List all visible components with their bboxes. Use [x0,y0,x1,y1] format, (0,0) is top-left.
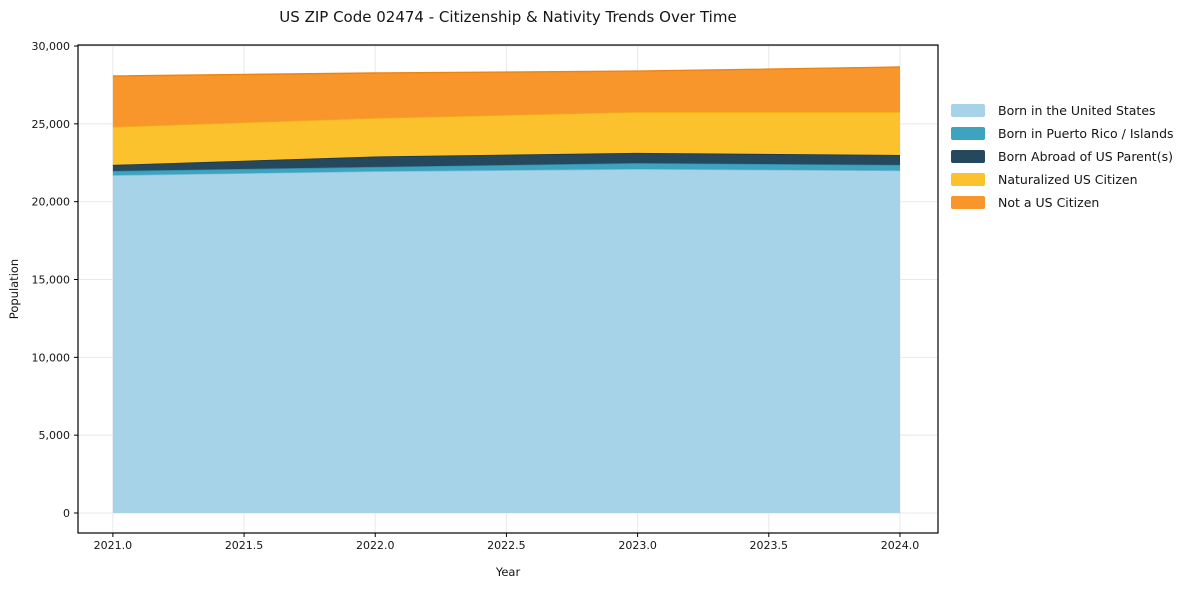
legend-swatch [951,173,985,186]
legend-label: Born Abroad of US Parent(s) [998,149,1173,164]
legend-label: Not a US Citizen [998,195,1100,210]
x-tick-label: 2021.0 [94,539,133,552]
x-tick-label: 2023.5 [750,539,789,552]
x-tick-label: 2022.5 [487,539,526,552]
legend-swatch [951,150,985,163]
y-tick-label: 25,000 [32,118,71,131]
area-band [112,169,900,513]
x-axis-label: Year [495,565,521,579]
y-axis-label: Population [7,258,21,320]
legend-item: Naturalized US Citizen [951,172,1174,187]
legend-item: Born in Puerto Rico / Islands [951,126,1174,141]
y-tick-label: 5,000 [39,429,71,442]
area-band [112,112,900,165]
y-tick-label: 15,000 [32,273,71,286]
area-band [112,67,900,127]
y-tick-label: 10,000 [32,351,71,364]
legend: Born in the United States Born in Puerto … [951,103,1174,219]
plot-frame [77,44,939,534]
area-band [112,152,900,171]
legend-swatch [951,104,985,117]
legend-swatch [951,196,985,209]
chart-title: US ZIP Code 02474 - Citizenship & Nativi… [279,8,737,26]
legend-label: Born in Puerto Rico / Islands [998,126,1174,141]
legend-item: Not a US Citizen [951,195,1174,210]
area-band-edge [112,66,901,77]
legend-label: Born in the United States [998,103,1156,118]
y-tick-label: 20,000 [32,196,71,209]
legend-label: Naturalized US Citizen [998,172,1138,187]
x-tick-label: 2023.0 [618,539,657,552]
legend-item: Born Abroad of US Parent(s) [951,149,1174,164]
x-tick-label: 2022.0 [356,539,395,552]
y-tick-label: 0 [63,507,70,520]
x-tick-label: 2024.0 [881,539,920,552]
legend-swatch [951,127,985,140]
legend-item: Born in the United States [951,103,1174,118]
area-band [112,163,900,176]
x-tick-label: 2021.5 [225,539,264,552]
y-tick-label: 30,000 [32,40,71,53]
